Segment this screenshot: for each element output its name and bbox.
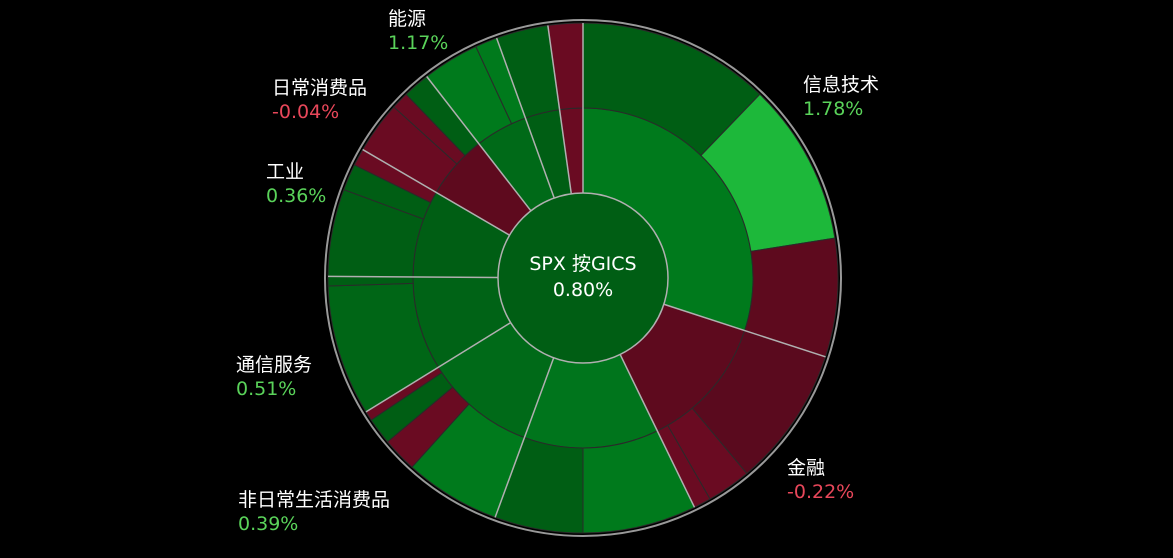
sector-change: -0.22% — [787, 481, 854, 503]
center-value: 0.80% — [553, 279, 613, 301]
sector-label: 金融 — [787, 457, 825, 479]
outer-ring — [324, 19, 842, 537]
sector-change: 0.51% — [236, 378, 296, 400]
sector-label: 信息技术 — [803, 74, 879, 96]
sector-separator — [494, 357, 555, 518]
sector-separator — [365, 322, 512, 413]
sector-separator — [663, 303, 826, 358]
sector-separator — [328, 275, 499, 279]
sector-change: 0.36% — [266, 185, 326, 207]
sector-separator — [547, 25, 573, 194]
sector-separator — [426, 76, 532, 212]
sector-separator — [619, 354, 696, 508]
sector-label: 日常消费品 — [272, 77, 367, 99]
center-label: SPX 按GICS — [529, 253, 636, 275]
center-circle — [497, 192, 669, 364]
sector-separator — [495, 37, 555, 199]
sector-change: 1.78% — [803, 98, 863, 120]
sector-change: 1.17% — [388, 32, 448, 54]
sector-label: 通信服务 — [236, 354, 312, 376]
sector-separator — [362, 148, 510, 236]
sector-change: -0.04% — [272, 101, 339, 123]
sector-label: 能源 — [388, 8, 426, 30]
sector-label: 工业 — [266, 161, 304, 183]
sector-change: 0.39% — [238, 513, 298, 535]
sector-label: 非日常生活消费品 — [238, 489, 390, 511]
